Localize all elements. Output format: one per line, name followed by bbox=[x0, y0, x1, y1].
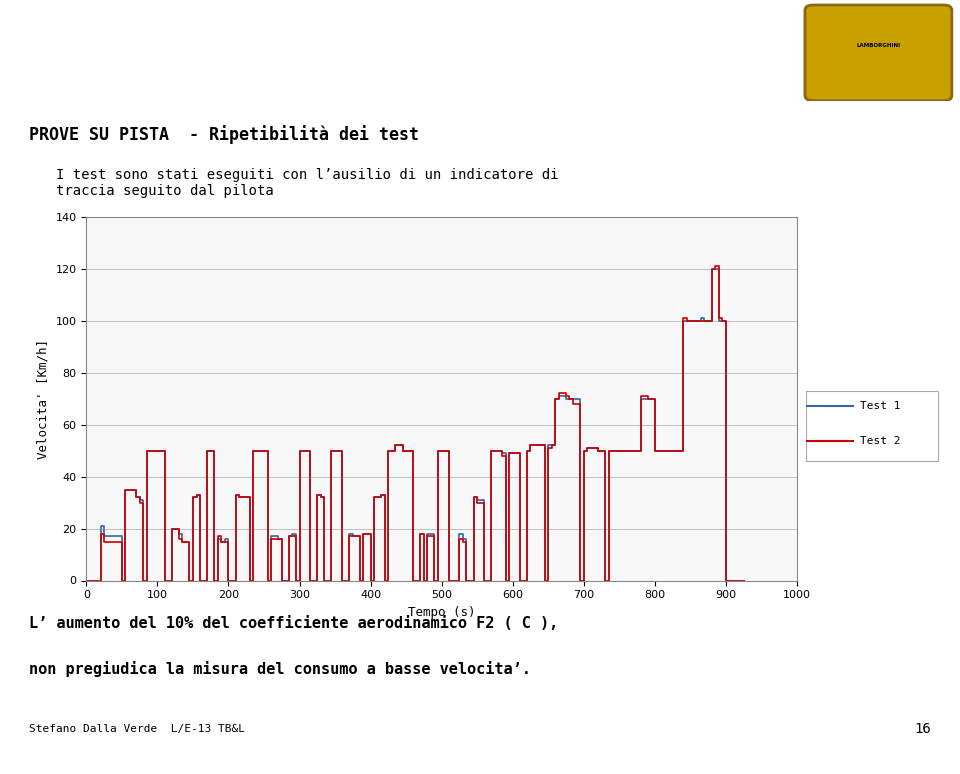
Test 2 bbox=[503, 576, 515, 585]
Test 1 bbox=[503, 576, 515, 585]
Test 2 bbox=[521, 576, 533, 585]
Test 1 bbox=[521, 576, 533, 585]
Text: LB834 /: LB834 / bbox=[12, 38, 117, 63]
Test 1 bbox=[95, 576, 107, 585]
Text: – applicazione KMA mobile: – applicazione KMA mobile bbox=[235, 38, 611, 63]
Test 2 bbox=[688, 316, 700, 325]
Text: Test 2: Test 2 bbox=[860, 437, 900, 446]
Y-axis label: Velocita' [Km/h]: Velocita' [Km/h] bbox=[37, 338, 50, 459]
Line: Test 2: Test 2 bbox=[86, 266, 743, 580]
Test 1 bbox=[688, 316, 700, 325]
Test 2 bbox=[737, 576, 749, 585]
Test 2 bbox=[95, 576, 107, 585]
Test 1 bbox=[737, 576, 749, 585]
Text: I test sono stati eseguiti con l’ausilio di un indicatore di
traccia seguito dal: I test sono stati eseguiti con l’ausilio… bbox=[56, 168, 559, 198]
Line: Test 1: Test 1 bbox=[86, 269, 743, 580]
Test 2 bbox=[653, 446, 664, 455]
Test 1 bbox=[81, 576, 92, 585]
Text: LAMBORGHINI: LAMBORGHINI bbox=[856, 43, 900, 48]
FancyBboxPatch shape bbox=[804, 5, 952, 101]
Text: 16: 16 bbox=[915, 722, 931, 736]
Text: Test 1: Test 1 bbox=[860, 402, 900, 411]
Text: Aventador: Aventador bbox=[91, 38, 237, 63]
Test 2 bbox=[81, 576, 92, 585]
Test 1 bbox=[503, 449, 515, 458]
Test 2 bbox=[503, 449, 515, 458]
Text: PROVE SU PISTA  - Ripetibilità dei test: PROVE SU PISTA - Ripetibilità dei test bbox=[29, 125, 419, 144]
Test 2 bbox=[709, 262, 721, 271]
Test 1 bbox=[706, 264, 717, 273]
Text: non pregiudica la misura del consumo a basse velocita’.: non pregiudica la misura del consumo a b… bbox=[29, 661, 531, 677]
Test 1 bbox=[653, 446, 664, 455]
Text: Stefano Dalla Verde  L/E-13 TB&L: Stefano Dalla Verde L/E-13 TB&L bbox=[29, 724, 245, 734]
X-axis label: Tempo (s): Tempo (s) bbox=[408, 606, 475, 618]
Text: L’ aumento del 10% del coefficiente aerodinamico F2 ( C ),: L’ aumento del 10% del coefficiente aero… bbox=[29, 616, 558, 631]
